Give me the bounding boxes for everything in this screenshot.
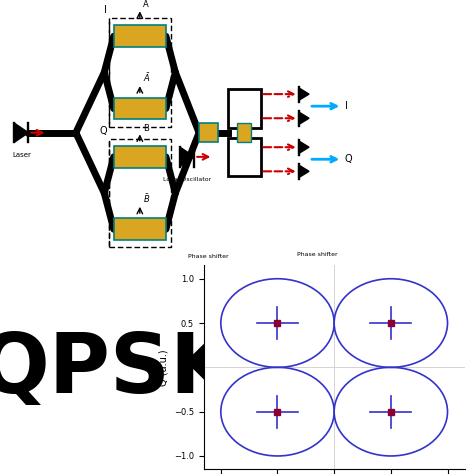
Polygon shape [299,88,309,100]
Bar [114,98,166,119]
Text: Local Oscillator: Local Oscillator [163,177,211,182]
Text: I: I [104,5,107,15]
Bar [199,123,218,142]
Text: QPSK: QPSK [0,329,235,410]
Polygon shape [299,141,309,154]
Text: A: A [143,0,149,9]
Bar [114,25,166,47]
Text: $\bar{B}$: $\bar{B}$ [143,192,150,205]
Y-axis label: Q (a.u.): Q (a.u.) [158,349,168,386]
Text: B: B [143,124,149,133]
Text: Q: Q [345,154,352,164]
Text: Phase shifter: Phase shifter [297,252,338,257]
Text: Phase shifter: Phase shifter [188,254,229,259]
Polygon shape [299,165,309,178]
Text: Q: Q [99,126,107,136]
Bar [237,123,251,142]
Text: I: I [345,101,347,111]
Polygon shape [299,112,309,125]
Bar [114,146,166,168]
Bar [228,137,261,176]
Polygon shape [180,147,194,166]
Text: Laser: Laser [12,152,31,158]
Bar [114,219,166,240]
Polygon shape [14,123,28,142]
Bar [228,89,261,128]
Text: $\bar{A}$: $\bar{A}$ [143,72,151,84]
